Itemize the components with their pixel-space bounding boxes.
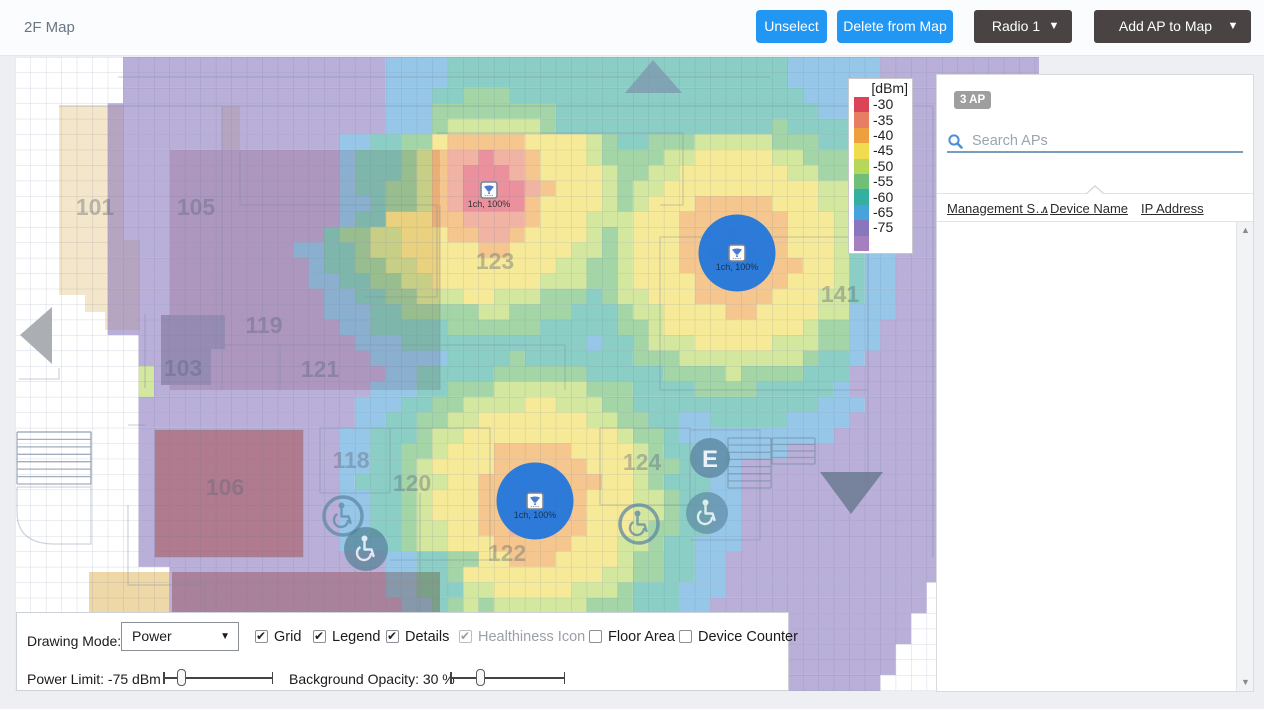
svg-text:1ch, 100%: 1ch, 100% (716, 262, 759, 272)
svg-text:105: 105 (177, 194, 216, 220)
svg-text:141: 141 (821, 281, 860, 307)
svg-text:122: 122 (488, 540, 526, 566)
svg-text:E: E (702, 446, 718, 473)
svg-text:118: 118 (332, 447, 369, 473)
svg-text:101: 101 (76, 194, 115, 220)
svg-text:1ch, 100%: 1ch, 100% (514, 510, 557, 520)
svg-text:1ch, 100%: 1ch, 100% (468, 199, 511, 209)
svg-text:123: 123 (476, 248, 514, 274)
svg-text:121: 121 (301, 356, 340, 382)
svg-text:119: 119 (245, 312, 282, 338)
svg-text:106: 106 (206, 474, 244, 500)
svg-text:103: 103 (164, 355, 202, 381)
svg-text:124: 124 (623, 449, 662, 475)
svg-text:120: 120 (393, 470, 431, 496)
